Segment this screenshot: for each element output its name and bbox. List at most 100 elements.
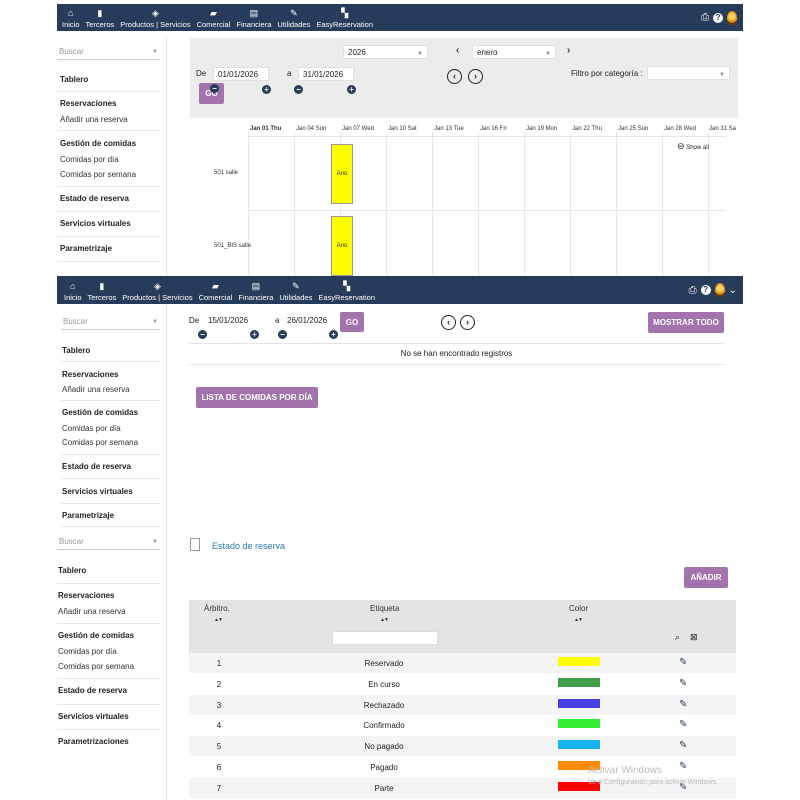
sidebar-item-comidas-dia[interactable]: Comidas por día <box>62 424 121 433</box>
sort-icon[interactable]: ▲▼ <box>380 617 389 623</box>
sidebar-item-tablero[interactable]: Tablero <box>58 566 87 575</box>
next-range-icon[interactable]: › <box>460 315 475 330</box>
print-icon[interactable]: ⎙ <box>701 12 709 23</box>
minus-icon[interactable]: − <box>210 84 219 93</box>
sidebar-item-reservaciones[interactable]: Reservaciones <box>62 370 119 379</box>
sidebar-item-parametrizaje[interactable]: Parametrizaje <box>62 511 115 520</box>
sidebar-search-3[interactable]: Buscar ▼ <box>57 534 160 550</box>
nav-item-2[interactable]: ◈ Productos | Servicios <box>119 281 195 305</box>
anadir-button[interactable]: AÑADIR <box>684 567 728 588</box>
nav-item-5[interactable]: ✎ Utilidades <box>276 281 315 305</box>
nav-item-3[interactable]: ▰ Comercial <box>194 8 234 32</box>
column-header-color[interactable]: Color <box>569 604 589 613</box>
sidebar-item-estado[interactable]: Estado de reserva <box>60 194 129 203</box>
sidebar-item-anadir[interactable]: Añadir una reserva <box>62 385 130 394</box>
print-icon[interactable]: ⎙ <box>688 284 697 296</box>
minus-icon[interactable]: − <box>198 330 207 339</box>
sidebar-item-estado[interactable]: Estado de reserva <box>58 686 127 695</box>
nav-item-5[interactable]: ✎ Utilidades <box>274 8 313 32</box>
de-label-2: De <box>189 316 200 325</box>
prev-range-icon[interactable]: ‹ <box>447 69 462 84</box>
plus-icon[interactable]: + <box>250 330 259 339</box>
clear-filter-icon[interactable]: ⊠ <box>690 632 698 642</box>
show-all-label: Show all <box>686 145 709 151</box>
date-to-input-2[interactable]: 26/01/2026 <box>287 316 328 325</box>
plus-icon[interactable]: + <box>262 85 271 94</box>
sidebar-item-comidas-semana[interactable]: Comidas por semana <box>58 662 135 671</box>
sidebar-item-parametrizaciones[interactable]: Parametrizaciones <box>58 737 129 746</box>
row-id: 3 <box>216 700 222 710</box>
sidebar-item-comidas-semana[interactable]: Comidas por semana <box>62 438 139 447</box>
nav-item-6[interactable]: ▚ EasyReservation <box>315 281 378 305</box>
sidebar-item-comidas-dia[interactable]: Comidas por día <box>60 155 119 164</box>
sidebar-item-reservaciones[interactable]: Reservaciones <box>58 591 115 600</box>
date-from-input[interactable]: 01/01/2026 <box>213 67 269 81</box>
chevron-down-icon[interactable]: ⌄ <box>728 284 737 296</box>
date-to-input[interactable]: 31/01/2026 <box>298 67 354 81</box>
sort-icon[interactable]: ▲▼ <box>214 617 223 623</box>
reservation-event[interactable]: Ano <box>331 216 353 276</box>
nav-item-4[interactable]: ▤ Financiera <box>235 281 276 305</box>
go-button-2[interactable]: GO <box>340 312 364 332</box>
edit-icon[interactable]: ✎ <box>679 657 688 668</box>
sidebar-item-gestion[interactable]: Gestión de comidas <box>58 631 135 640</box>
user-avatar-icon[interactable] <box>727 10 737 25</box>
column-header-arbitro[interactable]: Árbitro. <box>204 604 230 613</box>
edit-icon[interactable]: ✎ <box>679 740 688 752</box>
sidebar-item-tablero[interactable]: Tablero <box>60 75 89 84</box>
sidebar-item-reservaciones[interactable]: Reservaciones <box>60 99 117 108</box>
next-month-icon[interactable]: › <box>567 45 571 56</box>
date-from-input-2[interactable]: 15/01/2026 <box>208 316 249 325</box>
year-select[interactable]: 2026 ▼ <box>343 45 428 59</box>
sidebar-item-gestion[interactable]: Gestión de comidas <box>60 139 137 148</box>
nav-item-2[interactable]: ◈ Productos | Servicios <box>117 8 193 32</box>
grid-line <box>340 132 341 276</box>
etiqueta-filter-input[interactable] <box>332 631 438 645</box>
row-id: 5 <box>216 742 222 752</box>
sidebar-search-2[interactable]: Buscar ▼ <box>61 314 160 330</box>
edit-icon[interactable]: ✎ <box>679 761 688 772</box>
sidebar-item-anadir[interactable]: Añadir una reserva <box>60 115 128 124</box>
lista-comidas-button[interactable]: LISTA DE COMIDAS POR DÍA <box>196 387 318 408</box>
sidebar-item-anadir[interactable]: Añadir una reserva <box>58 607 126 616</box>
help-icon[interactable]: ? <box>713 12 723 23</box>
reservation-event[interactable]: Ano <box>331 144 353 204</box>
sidebar-item-servicios[interactable]: Servicios virtuales <box>58 712 129 721</box>
nav-item-0[interactable]: ⌂ Inicio <box>59 8 83 32</box>
nav-item-4[interactable]: ▤ Financiera <box>233 8 274 32</box>
sort-icon[interactable]: ▲▼ <box>574 617 583 623</box>
user-avatar-icon[interactable] <box>714 283 725 297</box>
next-range-icon[interactable]: › <box>468 69 483 84</box>
sidebar-item-gestion[interactable]: Gestión de comidas <box>62 408 139 417</box>
category-filter-select[interactable]: ▼ <box>647 66 730 80</box>
edit-icon[interactable]: ✎ <box>679 698 688 710</box>
mostrar-todo-button[interactable]: MOSTRAR TODO <box>648 312 724 333</box>
nav-item-1[interactable]: ▮ Terceros <box>83 8 118 32</box>
minus-icon[interactable]: − <box>278 330 287 339</box>
edit-icon[interactable]: ✎ <box>679 719 688 731</box>
sidebar-item-servicios[interactable]: Servicios virtuales <box>62 487 133 496</box>
plus-icon[interactable]: + <box>347 85 356 94</box>
month-select[interactable]: enero ▼ <box>472 45 556 59</box>
sidebar-item-parametrizaje[interactable]: Parametrizaje <box>60 244 113 253</box>
column-header-etiqueta[interactable]: Etiqueta <box>370 604 400 613</box>
sidebar-item-tablero[interactable]: Tablero <box>62 346 91 355</box>
nav-item-3[interactable]: ▰ Comercial <box>196 281 236 305</box>
show-all-link[interactable]: ⊖ Show all <box>677 141 709 152</box>
plus-icon[interactable]: + <box>329 330 338 339</box>
nav-item-1[interactable]: ▮ Terceros <box>85 281 120 305</box>
sidebar-search-1[interactable]: Buscar ▼ <box>57 44 160 60</box>
edit-icon[interactable]: ✎ <box>679 677 688 689</box>
nav-item-0[interactable]: ⌂ Inicio <box>61 281 85 305</box>
search-icon[interactable]: ⌕ <box>675 632 681 642</box>
sidebar-item-comidas-semana[interactable]: Comidas por semana <box>60 170 137 179</box>
help-icon[interactable]: ? <box>700 285 711 295</box>
edit-icon[interactable]: ✎ <box>679 781 688 793</box>
sidebar-item-comidas-dia[interactable]: Comidas por día <box>58 647 117 656</box>
nav-item-6[interactable]: ▚ EasyReservation <box>313 8 376 32</box>
prev-month-icon[interactable]: ‹ <box>456 45 460 56</box>
sidebar-item-servicios[interactable]: Servicios virtuales <box>60 219 131 228</box>
prev-range-icon[interactable]: ‹ <box>441 315 456 330</box>
sidebar-item-estado[interactable]: Estado de reserva <box>62 462 131 471</box>
minus-icon[interactable]: − <box>294 85 303 94</box>
